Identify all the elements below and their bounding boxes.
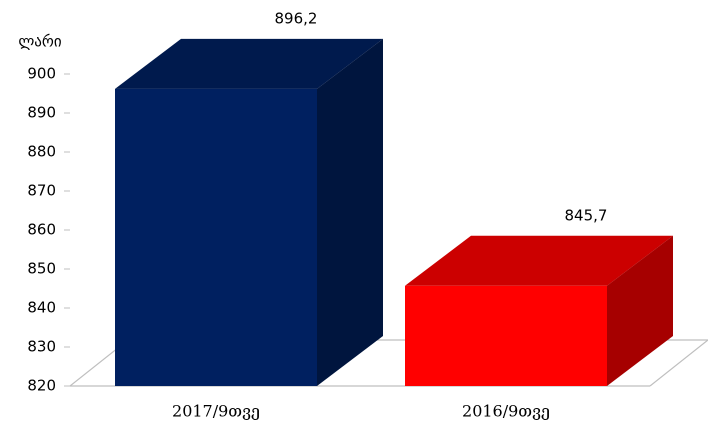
- y-axis-label: ლარი: [18, 33, 62, 51]
- y-tick-label: 830: [27, 338, 56, 356]
- y-tick-label: 870: [27, 182, 56, 200]
- x-tick-label: 2017/9თვე: [172, 402, 260, 421]
- y-tick-label: 850: [27, 260, 56, 278]
- value-label: 845,7: [565, 206, 608, 224]
- y-tick-label: 860: [27, 221, 56, 239]
- bar-side: [317, 38, 383, 386]
- bar: [115, 88, 317, 386]
- y-tick-label: 840: [27, 299, 56, 317]
- y-tick-label: 880: [27, 143, 56, 161]
- y-tick-label: 900: [27, 65, 56, 83]
- x-tick-label: 2016/9თვე: [462, 402, 550, 421]
- bar: [405, 285, 607, 386]
- value-label: 896,2: [275, 9, 318, 27]
- bar-top: [405, 235, 673, 286]
- bar-side: [607, 235, 673, 386]
- bar-top: [115, 38, 383, 89]
- y-tick-label: 890: [27, 104, 56, 122]
- y-tick-label: 820: [27, 377, 56, 395]
